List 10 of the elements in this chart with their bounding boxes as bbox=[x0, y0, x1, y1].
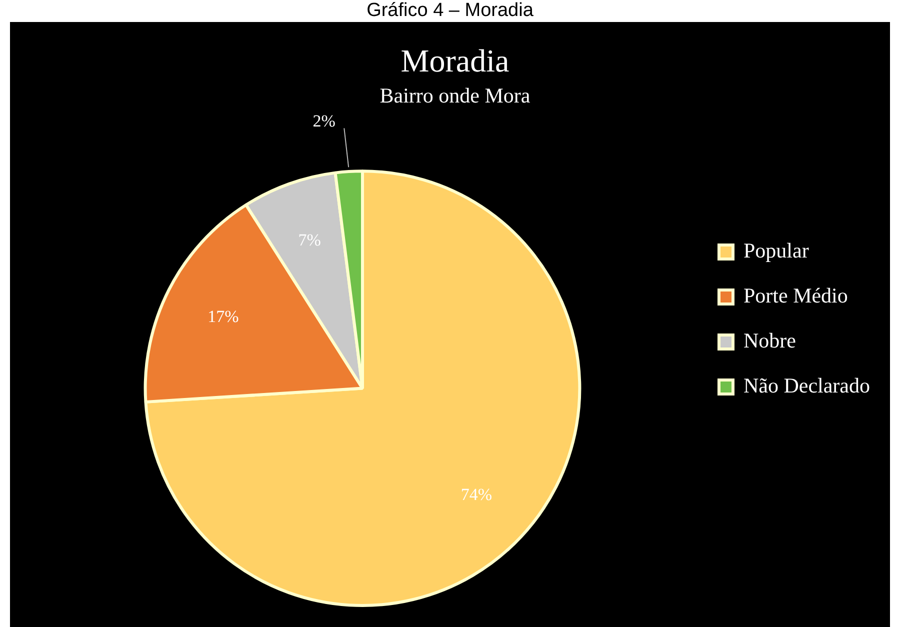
text: Gráfico 4 – Moradia bbox=[366, 0, 534, 22]
legend-label: Nobre bbox=[743, 328, 796, 353]
data-label: 2% bbox=[312, 112, 336, 131]
legend-label: Popular bbox=[743, 238, 809, 263]
data-label: 74% bbox=[460, 484, 492, 504]
legend-label: Porte Médio bbox=[743, 284, 848, 308]
chart-subtitle: Bairro onde Mora bbox=[380, 84, 531, 108]
legend-label: Não Declarado bbox=[743, 374, 870, 398]
chart-title: Moradia bbox=[400, 42, 510, 79]
data-label: 17% bbox=[208, 306, 239, 326]
